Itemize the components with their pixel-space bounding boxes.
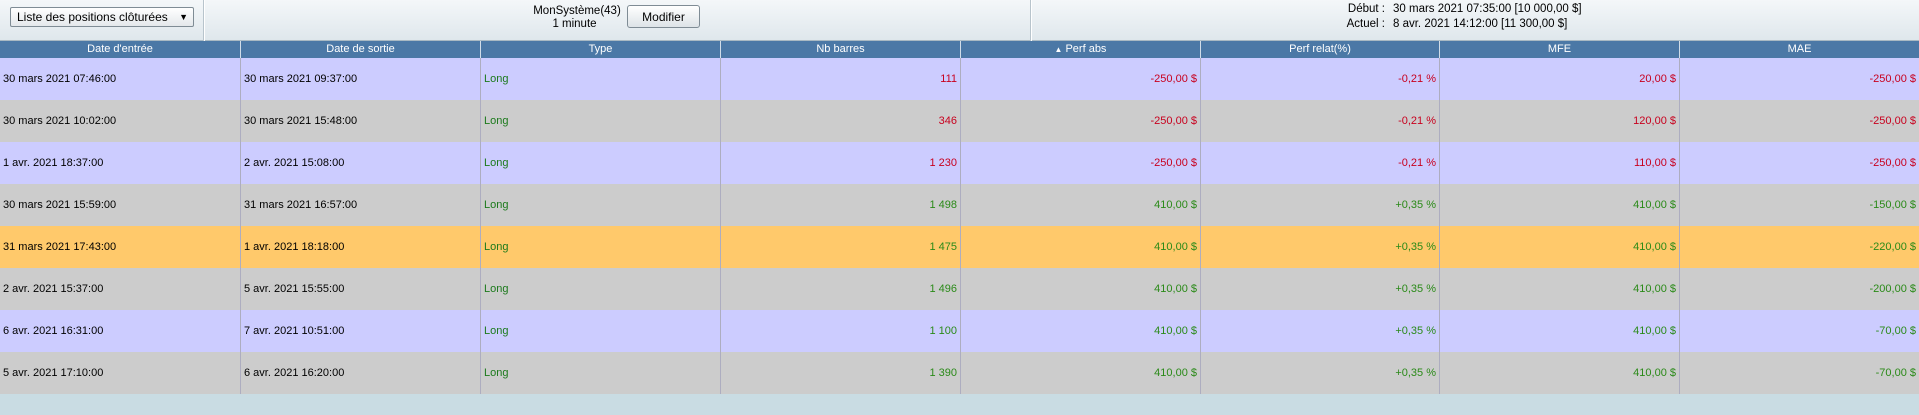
perf-abs-cell: 410,00 $ xyxy=(961,310,1201,352)
table-row[interactable]: 6 avr. 2021 16:31:00 7 avr. 2021 10:51:00… xyxy=(0,310,1919,352)
type-cell: Long xyxy=(481,310,721,352)
view-select[interactable]: Liste des positions clôturées ▼ xyxy=(10,7,194,27)
exit-date-cell: 30 mars 2021 09:37:00 xyxy=(241,58,481,100)
column-header-type[interactable]: Type xyxy=(481,41,721,58)
entry-date-cell: 5 avr. 2021 17:10:00 xyxy=(0,352,241,394)
bars-cell: 1 475 xyxy=(721,226,961,268)
entry-date-cell: 30 mars 2021 10:02:00 xyxy=(0,100,241,142)
perf-abs-cell: -250,00 $ xyxy=(961,100,1201,142)
mae-cell: -250,00 $ xyxy=(1869,115,1916,127)
bars-cell: 346 xyxy=(721,100,961,142)
table-row[interactable]: 31 mars 2021 17:43:00 1 avr. 2021 18:18:0… xyxy=(0,226,1919,268)
mfe-cell: 410,00 $ xyxy=(1440,310,1680,352)
exit-date-cell: 1 avr. 2021 18:18:00 xyxy=(241,226,481,268)
mfe-cell: 120,00 $ xyxy=(1440,100,1680,142)
column-header-bars[interactable]: Nb barres xyxy=(721,41,961,58)
mae-cell: -70,00 $ xyxy=(1875,367,1916,379)
bars-cell: 1 390 xyxy=(721,352,961,394)
perf-rel-cell: +0,35 % xyxy=(1201,268,1440,310)
perf-rel-cell: +0,35 % xyxy=(1201,310,1440,352)
bars-cell: 1 100 xyxy=(721,310,961,352)
entry-date-cell: 30 mars 2021 15:59:00 xyxy=(0,184,241,226)
table-row[interactable]: 2 avr. 2021 15:37:00 5 avr. 2021 15:55:00… xyxy=(0,268,1919,310)
entry-date-cell: 31 mars 2021 17:43:00 xyxy=(0,226,241,268)
column-header-entry-date[interactable]: Date d'entrée xyxy=(0,41,241,58)
start-value: 30 mars 2021 07:35:00 [10 000,00 $] xyxy=(1393,3,1582,15)
perf-rel-cell: +0,35 % xyxy=(1201,226,1440,268)
table-row[interactable]: 5 avr. 2021 17:10:00 6 avr. 2021 16:20:00… xyxy=(0,352,1919,394)
table-header: Date d'entrée Date de sortie Type Nb bar… xyxy=(0,41,1919,58)
perf-abs-cell: 410,00 $ xyxy=(961,226,1201,268)
toolbar-divider xyxy=(203,0,205,41)
perf-abs-cell: 410,00 $ xyxy=(961,352,1201,394)
type-cell: Long xyxy=(481,58,721,100)
perf-rel-cell: -0,21 % xyxy=(1201,58,1440,100)
perf-abs-cell: -250,00 $ xyxy=(961,58,1201,100)
mfe-cell: 410,00 $ xyxy=(1440,352,1680,394)
mae-cell: -220,00 $ xyxy=(1869,241,1916,253)
perf-abs-cell: 410,00 $ xyxy=(961,268,1201,310)
table-row[interactable]: 30 mars 2021 10:02:00 30 mars 2021 15:48:… xyxy=(0,100,1919,142)
bars-cell: 1 230 xyxy=(721,142,961,184)
positions-table-body: 30 mars 2021 07:46:00 30 mars 2021 09:37:… xyxy=(0,58,1919,394)
type-cell: Long xyxy=(481,142,721,184)
exit-date-cell: 2 avr. 2021 15:08:00 xyxy=(241,142,481,184)
exit-date-cell: 31 mars 2021 16:57:00 xyxy=(241,184,481,226)
bars-cell: 1 496 xyxy=(721,268,961,310)
sort-ascending-icon: ▲ xyxy=(1054,45,1063,54)
system-name: MonSystème(43) xyxy=(533,5,621,17)
mae-cell: -150,00 $ xyxy=(1869,199,1916,211)
system-period: 1 minute xyxy=(552,18,597,30)
current-label: Actuel : xyxy=(1346,18,1385,30)
perf-rel-cell: +0,35 % xyxy=(1201,352,1440,394)
view-select-label: Liste des positions clôturées xyxy=(17,10,168,24)
start-label: Début : xyxy=(1347,3,1385,15)
perf-rel-cell: -0,21 % xyxy=(1201,142,1440,184)
current-value: 8 avr. 2021 14:12:00 [11 300,00 $] xyxy=(1393,18,1568,30)
mae-cell: -250,00 $ xyxy=(1869,157,1916,169)
modify-button[interactable]: Modifier xyxy=(627,5,700,28)
exit-date-cell: 6 avr. 2021 16:20:00 xyxy=(241,352,481,394)
exit-date-cell: 5 avr. 2021 15:55:00 xyxy=(241,268,481,310)
type-cell: Long xyxy=(481,352,721,394)
column-header-perf-abs[interactable]: ▲ Perf abs xyxy=(961,41,1201,58)
entry-date-cell: 2 avr. 2021 15:37:00 xyxy=(0,268,241,310)
column-header-exit-date[interactable]: Date de sortie xyxy=(241,41,481,58)
table-row[interactable]: 30 mars 2021 07:46:00 30 mars 2021 09:37:… xyxy=(0,58,1919,100)
perf-abs-cell: -250,00 $ xyxy=(961,142,1201,184)
exit-date-cell: 30 mars 2021 15:48:00 xyxy=(241,100,481,142)
type-cell: Long xyxy=(481,268,721,310)
toolbar: Liste des positions clôturées ▼ MonSystè… xyxy=(0,0,1919,41)
mfe-cell: 410,00 $ xyxy=(1440,268,1680,310)
column-header-perf-rel[interactable]: Perf relat(%) xyxy=(1201,41,1440,58)
mfe-cell: 410,00 $ xyxy=(1440,184,1680,226)
entry-date-cell: 30 mars 2021 07:46:00 xyxy=(0,58,241,100)
perf-rel-cell: -0,21 % xyxy=(1201,100,1440,142)
table-row[interactable]: 1 avr. 2021 18:37:00 2 avr. 2021 15:08:00… xyxy=(0,142,1919,184)
mae-cell: -70,00 $ xyxy=(1875,325,1916,337)
chevron-down-icon: ▼ xyxy=(179,12,188,22)
mfe-cell: 410,00 $ xyxy=(1440,226,1680,268)
mfe-cell: 110,00 $ xyxy=(1440,142,1680,184)
start-info: Début : 30 mars 2021 07:35:00 [10 000,00 … xyxy=(1345,3,1582,15)
entry-date-cell: 6 avr. 2021 16:31:00 xyxy=(0,310,241,352)
empty-table-area xyxy=(0,394,1919,415)
mae-cell: -200,00 $ xyxy=(1869,283,1916,295)
exit-date-cell: 7 avr. 2021 10:51:00 xyxy=(241,310,481,352)
type-cell: Long xyxy=(481,226,721,268)
entry-date-cell: 1 avr. 2021 18:37:00 xyxy=(0,142,241,184)
bars-cell: 1 498 xyxy=(721,184,961,226)
perf-abs-cell: 410,00 $ xyxy=(961,184,1201,226)
type-cell: Long xyxy=(481,100,721,142)
bars-cell: 111 xyxy=(721,58,961,100)
type-cell: Long xyxy=(481,184,721,226)
column-header-mfe[interactable]: MFE xyxy=(1440,41,1680,58)
column-header-mae[interactable]: MAE xyxy=(1787,43,1812,55)
perf-rel-cell: +0,35 % xyxy=(1201,184,1440,226)
table-row[interactable]: 30 mars 2021 15:59:00 31 mars 2021 16:57:… xyxy=(0,184,1919,226)
current-info: Actuel : 8 avr. 2021 14:12:00 [11 300,00 … xyxy=(1345,18,1568,30)
mfe-cell: 20,00 $ xyxy=(1440,58,1680,100)
mae-cell: -250,00 $ xyxy=(1869,73,1916,85)
toolbar-divider xyxy=(1030,0,1032,41)
